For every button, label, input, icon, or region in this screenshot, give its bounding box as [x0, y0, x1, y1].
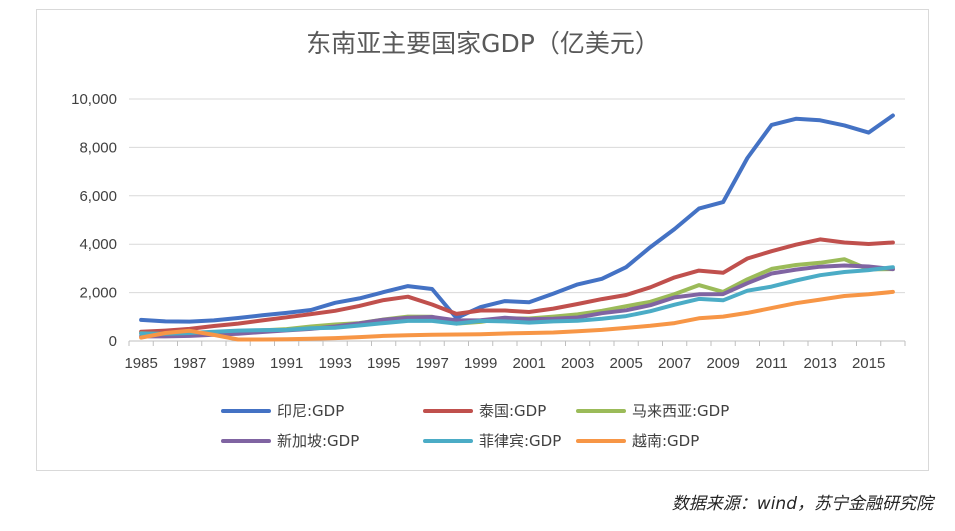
series-lines [139, 113, 895, 342]
y-tick-label: 0 [109, 333, 117, 350]
grid-lines [129, 98, 905, 294]
legend-item: 新加坡:GDP [221, 432, 359, 450]
x-tick-labels: 1985 1987 1989 1991 1993 1995 1997 1999 2001 2003… [124, 355, 885, 372]
legend-label: 菲律宾:GDP [479, 432, 561, 450]
legend-label: 印尼:GDP [277, 402, 344, 420]
x-tick-label: 1985 [124, 355, 157, 372]
y-tick-label: 4,000 [79, 236, 117, 253]
legend: 印尼:GDP 泰国:GDP 马来西亚:GDP 新加坡:GDP 菲律宾:GDP 越南:GDP [221, 402, 729, 450]
series-line-6 [139, 289, 895, 342]
y-tick-label: 2,000 [79, 285, 117, 302]
x-tick-label: 1993 [318, 355, 351, 372]
x-tick-label: 2013 [803, 355, 836, 372]
x-tick-label: 1999 [464, 355, 497, 372]
legend-label: 越南:GDP [632, 432, 699, 450]
x-tick-label: 1991 [270, 355, 303, 372]
series-line-2 [139, 237, 895, 334]
legend-item: 泰国:GDP [423, 402, 546, 420]
legend-item: 马来西亚:GDP [576, 402, 729, 420]
legend-label: 泰国:GDP [479, 402, 546, 420]
legend-item: 菲律宾:GDP [423, 432, 561, 450]
chart-frame: 东南亚主要国家GDP（亿美元） 0 2,000 4,000 6,000 8,000 10,… [36, 9, 929, 471]
x-tick-label: 2005 [609, 355, 642, 372]
x-tick-label: 2001 [512, 355, 545, 372]
gdp-line-chart: 东南亚主要国家GDP（亿美元） 0 2,000 4,000 6,000 8,000 10,… [71, 29, 906, 450]
x-tick-label: 1995 [367, 355, 400, 372]
legend-label: 马来西亚:GDP [632, 402, 729, 420]
x-tick-label: 2009 [706, 355, 739, 372]
x-tick-label: 2003 [561, 355, 594, 372]
legend-item: 越南:GDP [576, 432, 699, 450]
axes [128, 340, 906, 346]
y-tick-labels: 0 2,000 4,000 6,000 8,000 10,000 [71, 91, 117, 350]
y-tick-label: 10,000 [71, 91, 117, 108]
x-tick-label: 2015 [852, 355, 885, 372]
x-tick-label: 1987 [173, 355, 206, 372]
legend-label: 新加坡:GDP [277, 432, 359, 450]
x-tick-label: 2011 [755, 355, 787, 372]
source-note: 数据来源：wind，苏宁金融研究院 [671, 494, 933, 514]
chart-title: 东南亚主要国家GDP（亿美元） [306, 29, 660, 58]
y-tick-label: 8,000 [79, 139, 117, 156]
series-line-5 [139, 265, 895, 336]
y-tick-label: 6,000 [79, 188, 117, 205]
x-tick-label: 2007 [658, 355, 691, 372]
x-tick-label: 1989 [221, 355, 254, 372]
series-line-1 [139, 113, 895, 324]
x-tick-label: 1997 [415, 355, 448, 372]
legend-item: 印尼:GDP [221, 402, 344, 420]
